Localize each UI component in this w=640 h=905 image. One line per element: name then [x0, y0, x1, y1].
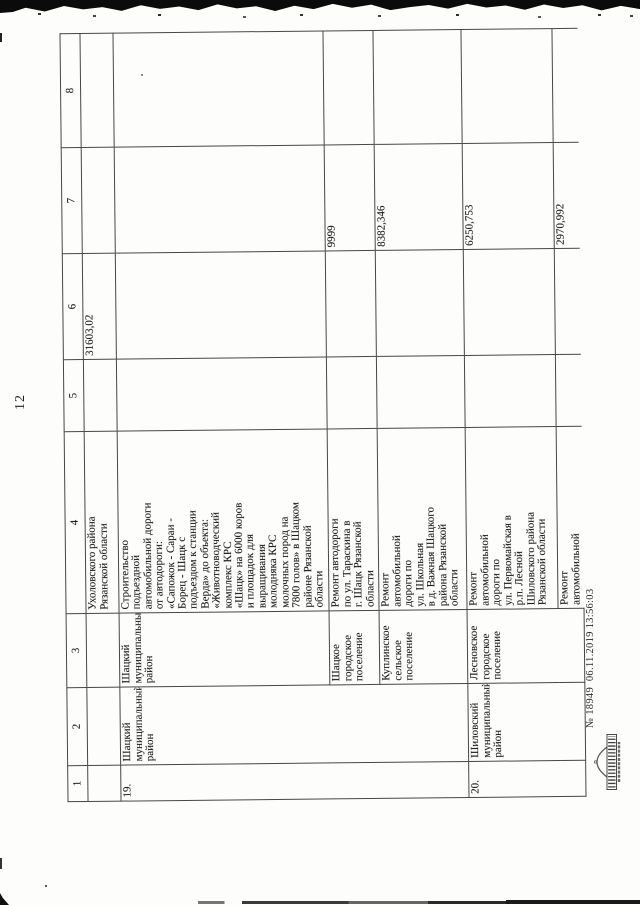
col-header-7: 7	[61, 147, 83, 254]
cell-amount: 9999	[324, 144, 376, 251]
cell-project-name: Ремонт автомобильной дороги по ул. Школь…	[377, 427, 468, 611]
cell-project-name: Ремонт автомобильной дороги по ул. Перво…	[465, 426, 559, 610]
cell-empty	[79, 33, 115, 148]
cell-empty	[115, 250, 327, 360]
scan-edge-artifact-left	[0, 858, 2, 869]
scan-edge-artifact-left	[0, 33, 2, 42]
cell-empty	[376, 355, 466, 429]
registration-number: № 18949 06.11.2019 13:56:03	[585, 588, 596, 728]
cell-amount: 8382,346	[374, 143, 464, 251]
col-header-1: 1	[67, 765, 89, 802]
cell-empty	[555, 354, 582, 427]
cell-row-number: 19.	[120, 761, 470, 802]
cell-project-name: Ухоловского района Рязанской области	[84, 431, 120, 614]
cell-empty	[372, 29, 463, 145]
cell-settlement: Лесновское городское поселение	[467, 608, 585, 684]
cell-empty	[114, 144, 326, 254]
col-header-8: 8	[59, 33, 82, 148]
cell-amount: 6250,753	[462, 142, 555, 250]
scan-dot	[141, 74, 143, 76]
col-header-3: 3	[66, 613, 87, 688]
cell-empty	[86, 687, 121, 766]
cell-district: Шиловский муниципальный район	[467, 682, 586, 762]
col-header-6: 6	[62, 253, 84, 360]
scan-dot	[45, 885, 47, 887]
cell-row-number: 20.	[468, 760, 586, 798]
cell-project-name: Ремонт автомобильной	[556, 426, 584, 609]
table-row-20: 20. Шиловский муниципальный район Леснов…	[460, 28, 586, 798]
cell-project-name: Ремонт автодороги по ул. Тараскина в г. …	[327, 428, 380, 611]
scan-edge-artifact-corner	[0, 893, 9, 905]
cell-empty	[460, 28, 554, 144]
cell-empty	[86, 613, 120, 688]
table-subrow: Куплинское сельское поселение Ремонт авт…	[372, 29, 469, 799]
cell-empty	[463, 248, 556, 356]
cell-empty	[116, 356, 328, 432]
cell-empty	[81, 147, 116, 254]
cell-empty	[551, 28, 579, 143]
registry-stamp	[592, 733, 622, 791]
scan-edge-artifact-bottom	[198, 901, 640, 904]
cell-settlement: Шацкое городское поселение	[329, 610, 380, 685]
scan-speckles	[38, 13, 41, 15]
col-header-4: 4	[64, 431, 87, 614]
cell-empty	[375, 249, 465, 357]
cell-district: Шацкий муниципальный район	[119, 683, 469, 766]
page-number: 12	[13, 394, 28, 410]
cell-empty	[464, 354, 557, 428]
cell-empty	[325, 250, 377, 357]
table-subrow: Шацкое городское поселение Ремонт автодо…	[322, 30, 381, 798]
cell-settlement: Шацкий муниципальный район	[119, 610, 330, 688]
scan-edge-artifact-top	[0, 0, 640, 13]
cell-amount: 2970,992	[553, 142, 580, 249]
cell-empty	[554, 248, 581, 355]
table-row-19: 19. Шацкий муниципальный район Шацкий му…	[112, 30, 470, 802]
government-building-stamp-icon	[593, 734, 621, 790]
cell-empty	[87, 765, 122, 802]
cell-empty	[112, 30, 325, 148]
cell-project-name: Строительство подъездной автомобильной д…	[117, 428, 330, 614]
cell-empty	[83, 359, 118, 432]
scan-edge-artifact-bottom	[506, 900, 640, 904]
col-header-5: 5	[63, 359, 85, 432]
cell-settlement: Куплинское сельское поселение	[379, 609, 468, 685]
rotated-table-container: 1 2 3 4 5 6 7 8 Ухоловского района Рязан…	[59, 28, 586, 802]
projects-table: 1 2 3 4 5 6 7 8 Ухоловского района Рязан…	[59, 28, 586, 802]
cell-empty	[322, 30, 375, 145]
cell-amount: 31603,02	[82, 253, 117, 360]
cell-empty	[326, 356, 378, 429]
col-header-2: 2	[66, 687, 88, 766]
